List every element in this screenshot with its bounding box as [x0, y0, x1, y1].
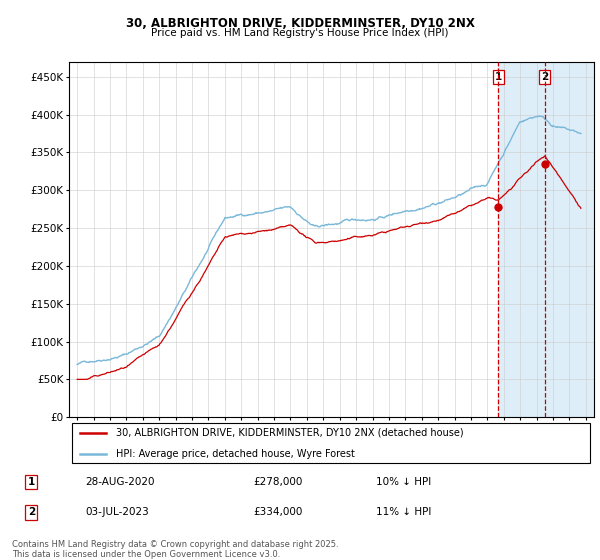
Text: 03-JUL-2023: 03-JUL-2023 [85, 507, 149, 517]
Text: 1: 1 [494, 72, 502, 82]
Text: 2: 2 [541, 72, 548, 82]
Text: 10% ↓ HPI: 10% ↓ HPI [376, 477, 431, 487]
Text: £334,000: £334,000 [253, 507, 302, 517]
Text: 30, ALBRIGHTON DRIVE, KIDDERMINSTER, DY10 2NX: 30, ALBRIGHTON DRIVE, KIDDERMINSTER, DY1… [125, 17, 475, 30]
Text: Price paid vs. HM Land Registry's House Price Index (HPI): Price paid vs. HM Land Registry's House … [151, 28, 449, 38]
Text: 2: 2 [28, 507, 35, 517]
Text: 1: 1 [28, 477, 35, 487]
Text: 11% ↓ HPI: 11% ↓ HPI [376, 507, 432, 517]
Text: 30, ALBRIGHTON DRIVE, KIDDERMINSTER, DY10 2NX (detached house): 30, ALBRIGHTON DRIVE, KIDDERMINSTER, DY1… [116, 428, 464, 438]
Text: HPI: Average price, detached house, Wyre Forest: HPI: Average price, detached house, Wyre… [116, 449, 355, 459]
FancyBboxPatch shape [71, 423, 590, 463]
Bar [545, 62, 594, 417]
Text: Contains HM Land Registry data © Crown copyright and database right 2025.
This d: Contains HM Land Registry data © Crown c… [12, 540, 338, 559]
Bar [498, 62, 545, 417]
Text: 28-AUG-2020: 28-AUG-2020 [85, 477, 155, 487]
Text: £278,000: £278,000 [253, 477, 302, 487]
